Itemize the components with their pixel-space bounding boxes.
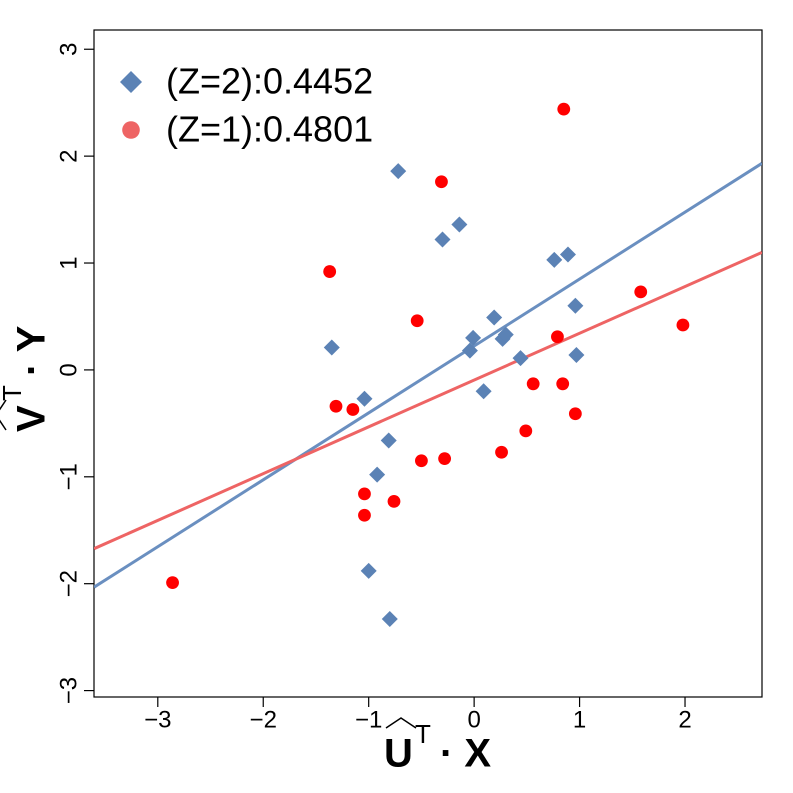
legend-marker — [122, 121, 140, 139]
x-tick-label: 2 — [678, 706, 691, 733]
axis-label-rest: · Y — [10, 325, 54, 376]
point — [519, 424, 533, 438]
point — [358, 487, 371, 501]
y-tick-label: 2 — [55, 149, 82, 162]
point — [358, 508, 371, 522]
point — [323, 339, 340, 356]
point — [380, 432, 397, 449]
point — [329, 399, 343, 413]
axis-label: U T · X — [384, 717, 491, 776]
axis-label-sup: T — [415, 719, 431, 749]
point — [360, 562, 377, 579]
x-tick-label: −2 — [250, 706, 277, 733]
hat — [385, 717, 417, 729]
point — [567, 297, 584, 314]
x-tick-label: 1 — [573, 706, 586, 733]
point — [546, 251, 563, 268]
axis-label: VT · Y — [0, 325, 54, 432]
point — [438, 452, 452, 466]
point — [556, 377, 570, 391]
y-tick-label: 0 — [55, 363, 82, 376]
point — [461, 342, 478, 359]
axis-label-sup: T — [0, 385, 27, 401]
point — [512, 350, 529, 367]
point — [497, 326, 514, 343]
y-tick-label: 1 — [55, 256, 82, 269]
y-tick-label: 3 — [55, 43, 82, 56]
x-tick-label: −3 — [144, 706, 171, 733]
point — [369, 466, 386, 483]
point — [410, 314, 424, 328]
point — [551, 330, 564, 344]
point — [486, 309, 503, 326]
y-tick-label: −2 — [55, 570, 82, 597]
plot-box — [93, 29, 763, 698]
point — [381, 610, 398, 627]
point — [568, 407, 582, 421]
x-tick-label: −1 — [355, 706, 382, 733]
point — [166, 576, 179, 590]
point — [568, 346, 585, 363]
point — [434, 231, 451, 248]
point — [435, 175, 448, 189]
point — [475, 383, 492, 400]
legend-label: (Z=1):0.4801 — [166, 109, 373, 150]
regression-line — [94, 250, 762, 551]
point — [557, 102, 571, 116]
point — [323, 265, 337, 278]
axis-label-base: U — [384, 732, 413, 776]
point — [451, 216, 468, 233]
point — [387, 494, 401, 508]
axis-label-base: V — [10, 405, 54, 432]
axis-label-rest: · X — [440, 732, 491, 776]
point — [526, 377, 540, 391]
hat — [0, 399, 7, 431]
y-tick-label: −1 — [55, 463, 82, 490]
point — [634, 285, 648, 299]
y-tick-label: −3 — [55, 677, 82, 704]
legend-label: (Z=2):0.4452 — [166, 61, 373, 102]
point — [390, 163, 407, 180]
point — [356, 390, 373, 407]
x-tick-label: 0 — [467, 706, 480, 733]
regression-line — [94, 162, 762, 589]
legend-marker — [120, 71, 142, 93]
point — [346, 403, 360, 416]
point — [465, 329, 482, 346]
point — [415, 454, 428, 468]
point — [495, 445, 508, 459]
point — [559, 246, 576, 263]
point — [676, 318, 690, 332]
plot-area — [94, 102, 762, 627]
